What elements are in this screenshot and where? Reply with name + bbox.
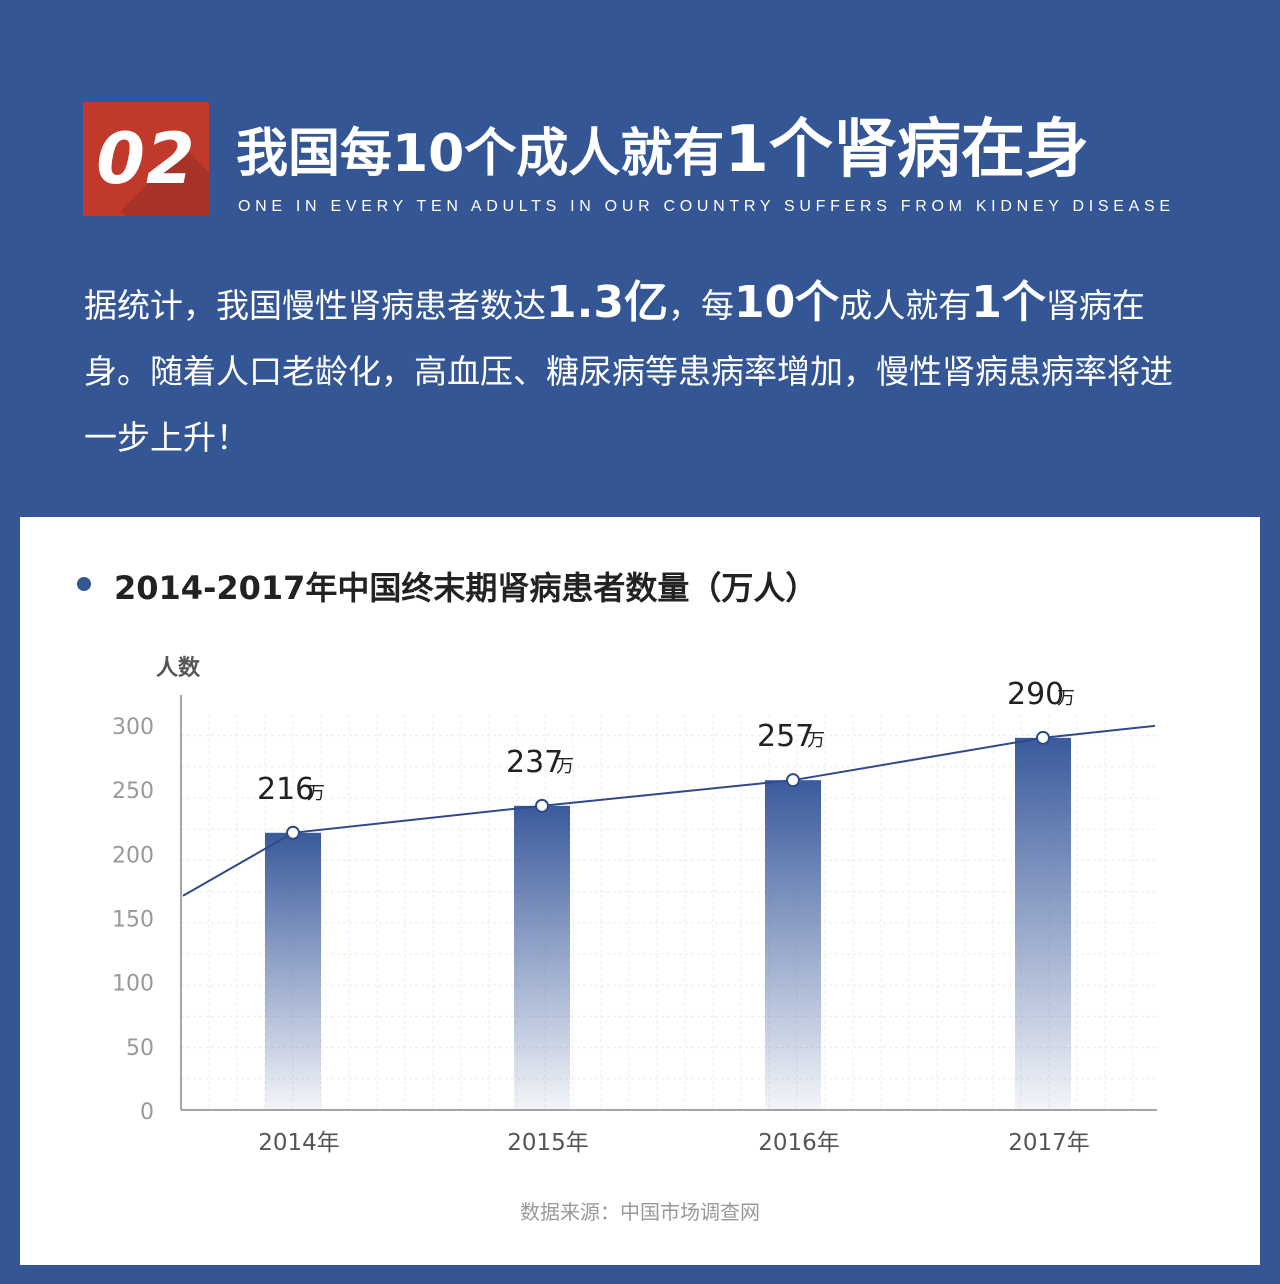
value-label: 216: [257, 772, 314, 807]
chart-title: 2014-2017年中国终末期肾病患者数量（万人）: [114, 569, 818, 607]
x-tick-label: 2017年: [1008, 1130, 1090, 1156]
intro-text-4: 肾病在身。随着人口老龄化，高血压、糖尿病等患病率增加，慢性肾病患病率将进一步上升…: [84, 286, 1173, 457]
data-point: [786, 773, 800, 788]
intro-highlight-3: 1个: [971, 277, 1046, 328]
value-label: 257: [757, 719, 814, 754]
value-unit: 万: [1057, 688, 1075, 709]
x-tick-label: 2014年: [258, 1130, 340, 1156]
intro-paragraph: 据统计，我国慢性肾病患者数达1.3亿，每10个成人就有1个肾病在身。随着人口老龄…: [84, 270, 1204, 471]
intro-text-2: ，每: [667, 286, 734, 325]
intro-text-1: 据统计，我国慢性肾病患者数达: [84, 286, 546, 325]
bar: [265, 832, 321, 1110]
value-label: 290: [1007, 677, 1064, 712]
bar: [1015, 737, 1071, 1110]
page-title-part1: 我国每10个成人就有: [236, 124, 725, 184]
bar: [765, 780, 821, 1110]
trend-line: [182, 724, 1156, 897]
data-point: [286, 825, 300, 840]
intro-text-3: 成人就有: [839, 286, 972, 325]
section-number-badge: 02: [83, 102, 209, 216]
value-unit: 万: [807, 730, 825, 751]
value-unit: 万: [307, 783, 325, 804]
data-source: 数据来源：中国市场调查网: [520, 1200, 760, 1224]
bullet-dot: [77, 577, 91, 591]
data-point: [1036, 730, 1050, 745]
value-unit: 万: [556, 756, 574, 777]
intro-highlight-2: 10个: [733, 277, 840, 328]
x-tick-label: 2015年: [507, 1130, 589, 1156]
y-tick-label: 250: [112, 779, 154, 804]
y-tick-label: 150: [112, 908, 154, 933]
y-tick-label: 100: [112, 972, 154, 997]
x-tick-label: 2016年: [758, 1130, 840, 1156]
value-label: 237: [506, 745, 563, 780]
y-tick-label: 50: [126, 1036, 154, 1061]
page-subtitle: ONE IN EVERY TEN ADULTS IN OUR COUNTRY S…: [238, 198, 1175, 215]
page-title: 我国每10个成人就有1个肾病在身: [236, 110, 1089, 194]
y-tick-label: 200: [112, 843, 154, 868]
y-axis-label: 人数: [156, 655, 201, 681]
y-tick-label: 0: [140, 1100, 154, 1125]
page-title-part2: 1个肾病在身: [724, 113, 1089, 187]
data-point: [535, 798, 549, 813]
y-tick-label: 300: [112, 715, 154, 740]
intro-highlight-1: 1.3亿: [546, 277, 668, 328]
bar: [514, 805, 570, 1110]
section-number: 02: [96, 118, 196, 200]
